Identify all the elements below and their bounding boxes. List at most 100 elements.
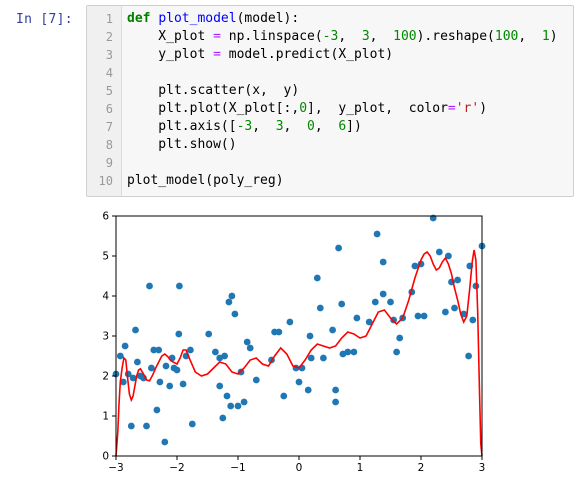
- fit-line: [115, 249, 483, 457]
- scatter-point: [393, 348, 400, 356]
- scatter-point: [304, 386, 312, 394]
- scatter-point: [223, 392, 231, 400]
- line-number: 1: [105, 12, 113, 26]
- line-number: 10: [98, 174, 113, 188]
- scatter-point: [173, 366, 181, 374]
- scatter-point: [365, 318, 373, 326]
- scatter-point: [162, 362, 170, 370]
- scatter-point: [338, 300, 346, 308]
- code-token: ,: [338, 29, 362, 44]
- code-token: 1: [541, 29, 550, 44]
- code-token: plt.plot(X_plot[:,: [127, 101, 300, 116]
- scatter-point: [451, 304, 458, 312]
- x-tick-label: 0: [296, 462, 303, 474]
- line-number: 4: [105, 66, 113, 80]
- scatter-point: [442, 308, 449, 316]
- code-text: plot_model(poly_reg): [127, 172, 284, 190]
- code-token: ,: [252, 119, 276, 134]
- line-number: 5: [105, 84, 113, 98]
- code-text: def plot_model(model):: [127, 10, 299, 28]
- scatter-point: [143, 422, 150, 430]
- code-token: 'r': [455, 101, 480, 116]
- code-token: plot_model(poly_reg): [127, 173, 284, 188]
- y-tick-label: 3: [102, 331, 109, 343]
- scatter-point: [469, 316, 477, 324]
- code-token: plt.show(): [127, 137, 237, 152]
- cell-prompt: In [7]:: [16, 12, 73, 27]
- code-token: =: [447, 101, 456, 116]
- scatter-point: [307, 354, 315, 362]
- code-token: 0: [299, 101, 308, 116]
- code-token: np.linspace(: [220, 29, 323, 44]
- y-tick-label: 4: [102, 291, 109, 303]
- scatter-point: [379, 290, 387, 298]
- x-tick-label: 1: [357, 462, 364, 474]
- scatter-point: [153, 406, 161, 414]
- scatter-point: [472, 282, 480, 290]
- scatter-point: [175, 330, 183, 338]
- x-tick-label: 3: [479, 462, 486, 474]
- code-token: 3: [361, 29, 370, 44]
- y-tick-label: 6: [102, 211, 109, 223]
- code-token: =: [213, 29, 221, 44]
- code-text: plt.axis([-3, 3, 0, 6]): [127, 118, 362, 136]
- code-token: plt.axis([: [127, 119, 237, 134]
- line-number: 8: [105, 138, 113, 152]
- cell-output: −3 −2 −1 0 1 2 3 0 1 2 3 4 5 6: [86, 204, 574, 492]
- scatter-point: [155, 346, 163, 354]
- line-number-gutter: [87, 6, 122, 196]
- code-token: X_plot: [127, 29, 214, 44]
- code-token: 100: [494, 29, 519, 44]
- scatter-point: [132, 326, 139, 334]
- code-text: plt.plot(X_plot[:,0], y_plot, color='r'): [127, 100, 487, 118]
- line-number: 6: [105, 102, 113, 116]
- code-token: ,: [518, 29, 542, 44]
- scatter-point: [465, 352, 472, 360]
- scatter-point: [396, 334, 404, 342]
- x-tick-label: −2: [169, 462, 184, 474]
- scatter-point: [313, 274, 321, 282]
- scatter-point: [212, 348, 219, 356]
- scatter-point: [187, 346, 194, 354]
- scatter-point: [188, 420, 196, 428]
- code-text: plt.scatter(x, y): [127, 82, 299, 100]
- code-token: ,: [314, 119, 339, 134]
- x-tick-label: 2: [418, 462, 425, 474]
- scatter-point: [306, 332, 314, 340]
- scatter-plot: −3 −2 −1 0 1 2 3 0 1 2 3 4 5 6: [102, 211, 486, 474]
- scatter-point: [246, 344, 254, 352]
- scatter-point: [231, 310, 239, 318]
- line-number: 3: [105, 48, 113, 62]
- code-text: y_plot = model.predict(X_plot): [127, 46, 393, 64]
- scatter-point: [221, 352, 229, 360]
- code-token: -3: [236, 119, 253, 134]
- scatter-point: [252, 376, 260, 384]
- scatter-point: [295, 378, 303, 386]
- code-text: plt.show(): [127, 136, 237, 154]
- scatter-point: [176, 282, 183, 290]
- scatter-point: [332, 386, 339, 394]
- scatter-point: [335, 244, 342, 252]
- scatter-point: [371, 298, 379, 306]
- scatter-point: [320, 354, 327, 362]
- code-token: =: [213, 47, 221, 62]
- scatter-point: [316, 304, 324, 312]
- code-token: 100: [393, 29, 417, 44]
- code-token: plt.scatter(x, y): [127, 83, 300, 98]
- scatter-point: [216, 382, 224, 390]
- code-token: ): [479, 101, 488, 116]
- scatter-point: [420, 312, 428, 320]
- scatter-point: [156, 378, 164, 386]
- code-token: (model):: [236, 11, 300, 26]
- x-tick-label: −1: [230, 462, 245, 474]
- code-token: plot_model: [158, 11, 237, 26]
- code-text: X_plot = np.linspace(-3, 3, 100).reshape…: [127, 28, 557, 46]
- scatter-point: [219, 414, 227, 422]
- scatter-point: [227, 402, 235, 410]
- scatter-point: [435, 248, 443, 256]
- scatter-point: [179, 380, 187, 388]
- code-cell[interactable]: 1 def plot_model(model): 2 X_plot = np.lin…: [86, 5, 574, 197]
- scatter-point: [286, 318, 294, 326]
- y-tick-label: 2: [102, 371, 109, 383]
- scatter-point: [379, 258, 387, 266]
